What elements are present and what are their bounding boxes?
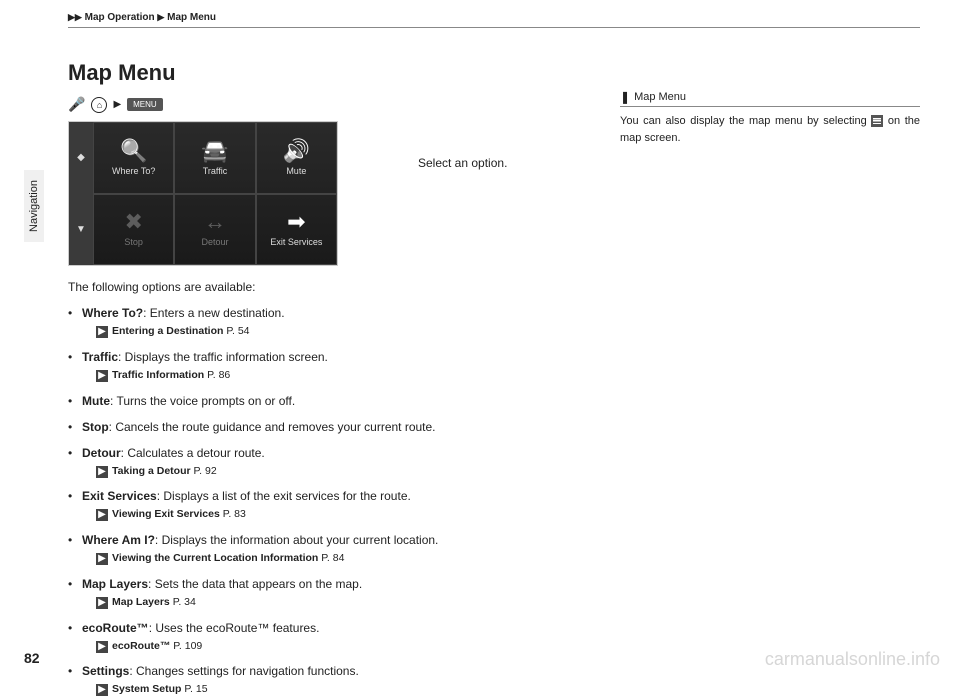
search-icon: 🔍 — [120, 140, 147, 162]
home-icon: ⌂ — [91, 97, 107, 113]
page-title: Map Menu — [68, 60, 588, 86]
down-arrow-icon: ▼ — [76, 224, 86, 235]
cell-label: Traffic — [203, 166, 228, 176]
body-text: The following options are available: Whe… — [68, 278, 588, 698]
side-note-body: You can also display the map menu by sel… — [620, 107, 920, 146]
option-item: Mute: Turns the voice prompts on or off. — [68, 392, 588, 410]
detour-icon: ↔ — [204, 211, 226, 233]
link-icon: ▶ — [96, 466, 108, 478]
cross-reference: ▶System Setup P. 15 — [96, 682, 588, 698]
device-screenshot: ◆ ▼ 🔍 Where To? 🚘 Traffic 🔊 Mute ✖ Stop … — [68, 121, 338, 266]
side-note-title: Map Menu — [634, 91, 686, 103]
menu-cell-mute: 🔊 Mute — [256, 122, 337, 194]
main-column: Map Menu 🎤 ⌂ ▶ MENU ◆ ▼ 🔍 Where To? 🚘 Tr… — [68, 60, 588, 698]
menu-icon — [871, 115, 883, 127]
link-icon: ▶ — [96, 509, 108, 521]
instruction-text: Select an option. — [418, 156, 507, 170]
chevron-icon: ▶ — [157, 12, 164, 22]
menu-cell-detour: ↔ Detour — [174, 194, 255, 266]
cell-label: Detour — [201, 237, 228, 247]
intro-line: The following options are available: — [68, 278, 588, 296]
chevron-icon: ▶▶ — [68, 12, 82, 22]
cross-reference: ▶Map Layers P. 34 — [96, 595, 588, 611]
menu-cell-stop: ✖ Stop — [93, 194, 174, 266]
option-item: Traffic: Displays the traffic informatio… — [68, 348, 588, 384]
cell-label: Where To? — [112, 166, 155, 176]
option-item: Settings: Changes settings for navigatio… — [68, 662, 588, 698]
cell-label: Stop — [124, 237, 143, 247]
exit-icon: ➡ — [287, 211, 305, 233]
option-item: Exit Services: Displays a list of the ex… — [68, 487, 588, 523]
option-text: Stop: Cancels the route guidance and rem… — [82, 420, 436, 434]
option-text: Where To?: Enters a new destination. — [82, 306, 285, 320]
option-text: Exit Services: Displays a list of the ex… — [82, 489, 411, 503]
link-icon: ▶ — [96, 326, 108, 338]
cross-reference: ▶Traffic Information P. 86 — [96, 368, 588, 384]
menu-cell-exit-services: ➡ Exit Services — [256, 194, 337, 266]
cell-label: Exit Services — [270, 237, 322, 247]
watermark: carmanualsonline.info — [765, 649, 940, 670]
menu-cell-traffic: 🚘 Traffic — [174, 122, 255, 194]
option-item: ecoRoute™: Uses the ecoRoute™ features. ▶… — [68, 619, 588, 655]
breadcrumb-a: Map Operation — [85, 12, 155, 23]
option-text: ecoRoute™: Uses the ecoRoute™ features. — [82, 621, 319, 635]
menu-cell-where-to: 🔍 Where To? — [93, 122, 174, 194]
cross-reference: ▶Entering a Destination P. 54 — [96, 324, 588, 340]
link-icon: ▶ — [96, 370, 108, 382]
cross-reference: ▶Taking a Detour P. 92 — [96, 464, 588, 480]
voice-icon: 🎤 — [68, 96, 85, 113]
breadcrumb: ▶▶ Map Operation ▶ Map Menu — [68, 12, 920, 28]
speaker-icon: 🔊 — [283, 140, 310, 162]
scroll-arrows: ◆ ▼ — [69, 122, 93, 265]
option-text: Mute: Turns the voice prompts on or off. — [82, 394, 295, 408]
side-note-head: ❚ Map Menu — [620, 90, 920, 107]
link-icon: ▶ — [96, 597, 108, 609]
option-item: Detour: Calculates a detour route. ▶Takin… — [68, 444, 588, 480]
screenshot-wrap: ◆ ▼ 🔍 Where To? 🚘 Traffic 🔊 Mute ✖ Stop … — [68, 121, 588, 266]
option-item: Stop: Cancels the route guidance and rem… — [68, 418, 588, 436]
section-tab: Navigation — [24, 170, 44, 242]
note-icon: ❚ — [620, 90, 630, 104]
button-sequence: 🎤 ⌂ ▶ MENU — [68, 96, 588, 113]
car-icon: 🚘 — [201, 140, 228, 162]
option-text: Detour: Calculates a detour route. — [82, 446, 265, 460]
cross-reference: ▶Viewing Exit Services P. 83 — [96, 507, 588, 523]
cell-label: Mute — [286, 166, 306, 176]
option-text: Traffic: Displays the traffic informatio… — [82, 350, 328, 364]
menu-button-graphic: MENU — [127, 98, 163, 111]
option-text: Where Am I?: Displays the information ab… — [82, 533, 438, 547]
options-list: Where To?: Enters a new destination. ▶Ent… — [68, 304, 588, 698]
stop-icon: ✖ — [124, 211, 142, 233]
option-text: Map Layers: Sets the data that appears o… — [82, 577, 362, 591]
option-item: Where Am I?: Displays the information ab… — [68, 531, 588, 567]
link-icon: ▶ — [96, 641, 108, 653]
side-note-text-1: You can also display the map menu by sel… — [620, 115, 871, 127]
option-item: Map Layers: Sets the data that appears o… — [68, 575, 588, 611]
breadcrumb-b: Map Menu — [167, 12, 216, 23]
cross-reference: ▶Viewing the Current Location Informatio… — [96, 551, 588, 567]
option-text: Settings: Changes settings for navigatio… — [82, 664, 359, 678]
option-item: Where To?: Enters a new destination. ▶Ent… — [68, 304, 588, 340]
chevron-icon: ▶ — [113, 99, 121, 110]
link-icon: ▶ — [96, 553, 108, 565]
cross-reference: ▶ecoRoute™ P. 109 — [96, 639, 588, 655]
side-note: ❚ Map Menu You can also display the map … — [620, 90, 920, 146]
page-number: 82 — [24, 650, 40, 666]
link-icon: ▶ — [96, 684, 108, 696]
up-arrow-icon: ◆ — [77, 152, 85, 163]
